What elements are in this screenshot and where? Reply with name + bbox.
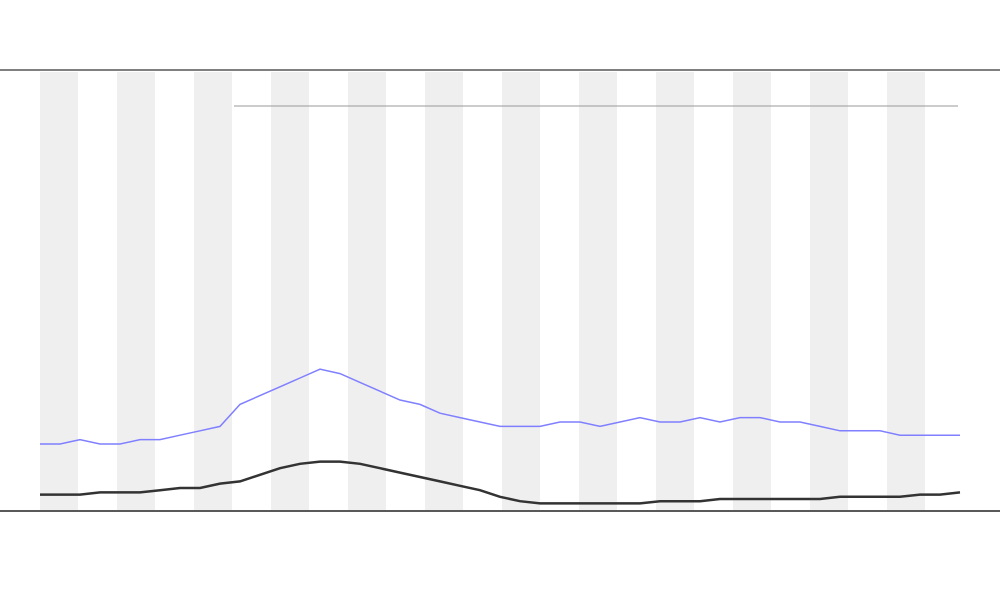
band — [579, 72, 617, 510]
band — [194, 72, 232, 510]
background-bands — [40, 72, 925, 510]
band — [425, 72, 463, 510]
series-line — [40, 368, 960, 445]
band — [40, 72, 78, 510]
band — [271, 72, 309, 510]
band — [348, 72, 386, 510]
band — [502, 72, 540, 510]
series-line — [40, 460, 961, 505]
band — [733, 72, 771, 510]
band — [810, 72, 848, 510]
band — [887, 72, 925, 510]
band — [656, 72, 694, 510]
band — [117, 72, 155, 510]
